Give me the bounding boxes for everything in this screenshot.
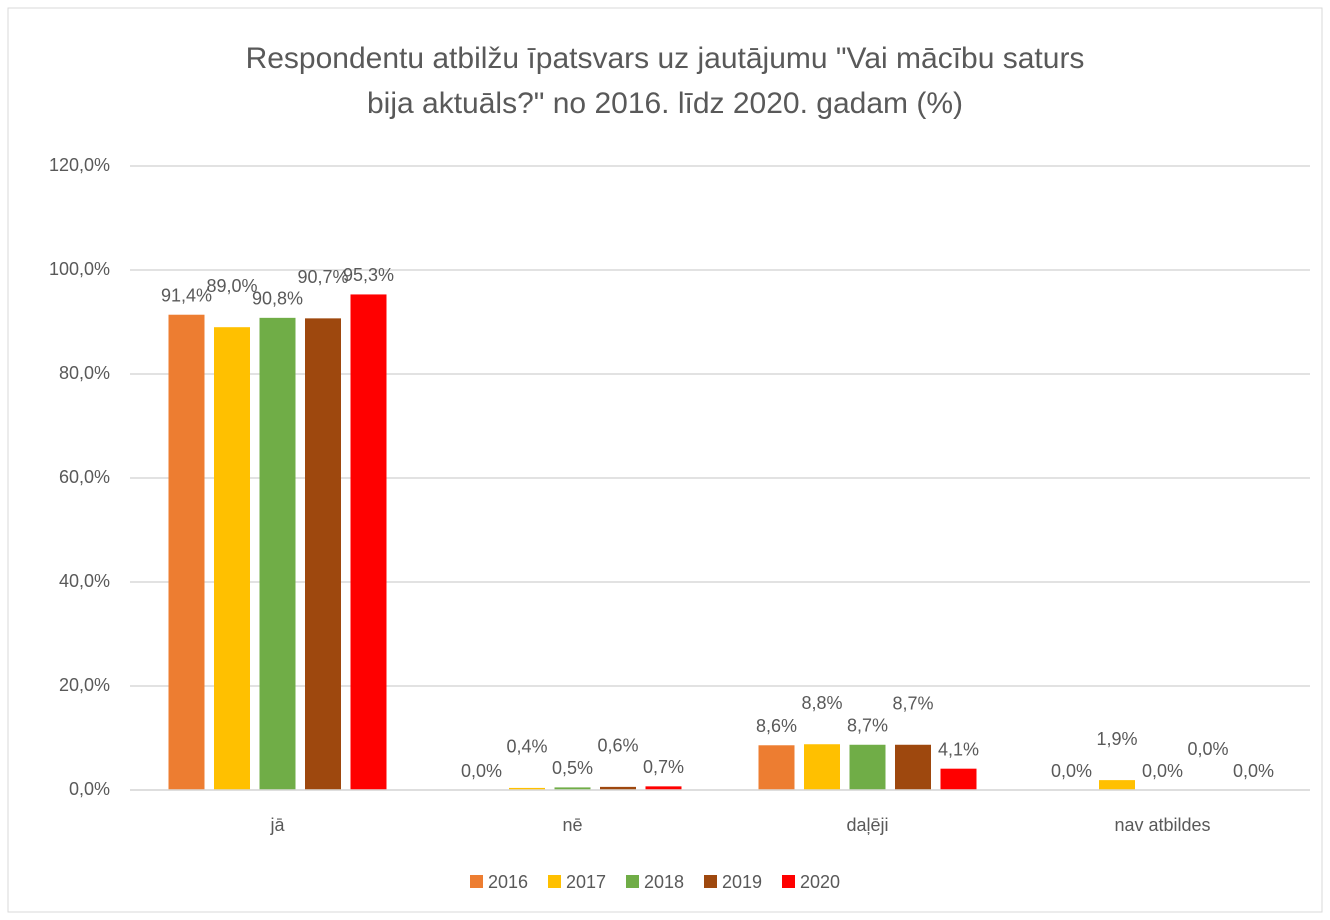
data-label: 8,7% (892, 694, 933, 714)
bar (1099, 780, 1135, 790)
data-label: 0,7% (643, 757, 684, 777)
x-tick-label: jā (269, 815, 285, 835)
y-tick-label: 60,0% (59, 467, 110, 487)
data-label: 0,0% (1051, 761, 1092, 781)
bar (895, 744, 931, 790)
data-label: 0,0% (461, 761, 502, 781)
legend-swatch (704, 875, 717, 888)
data-label: 8,6% (756, 716, 797, 736)
bar (350, 294, 387, 790)
bar (509, 787, 545, 790)
data-label: 0,0% (1233, 761, 1274, 781)
bar (940, 768, 977, 790)
data-label: 0,6% (597, 736, 638, 756)
data-label: 0,4% (506, 737, 547, 757)
x-tick-label: nav atbildes (1114, 815, 1210, 835)
x-tick-label: nē (562, 815, 582, 835)
bar (168, 314, 205, 790)
x-tick-label: daļēji (846, 815, 888, 835)
data-label: 0,5% (552, 758, 593, 778)
legend-swatch (782, 875, 795, 888)
bar (645, 786, 682, 790)
chart-title: Respondentu atbilžu īpatsvars uz jautāju… (246, 42, 1085, 75)
chart-title: bija aktuāls?" no 2016. līdz 2020. gadam… (367, 87, 963, 120)
data-label: 4,1% (938, 739, 979, 759)
data-label: 90,7% (297, 267, 348, 287)
legend-swatch (626, 875, 639, 888)
data-label: 91,4% (161, 285, 212, 305)
legend-swatch (548, 875, 561, 888)
data-label: 89,0% (206, 276, 257, 296)
bar (554, 787, 591, 790)
data-label: 1,9% (1096, 729, 1137, 749)
data-label: 8,7% (847, 716, 888, 736)
legend-label: 2016 (488, 872, 528, 892)
data-label: 0,0% (1187, 739, 1228, 759)
legend-swatch (470, 875, 483, 888)
y-tick-label: 120,0% (49, 155, 110, 175)
data-label: 95,3% (343, 265, 394, 285)
bar (259, 317, 296, 790)
data-label: 8,8% (801, 693, 842, 713)
y-tick-label: 0,0% (69, 779, 110, 799)
y-tick-label: 20,0% (59, 675, 110, 695)
bar (758, 745, 795, 790)
legend-label: 2017 (566, 872, 606, 892)
bar (305, 318, 341, 790)
data-label: 90,8% (252, 289, 303, 309)
legend-label: 2018 (644, 872, 684, 892)
legend-label: 2020 (800, 872, 840, 892)
y-tick-label: 80,0% (59, 363, 110, 383)
y-tick-label: 100,0% (49, 259, 110, 279)
bar (849, 744, 886, 790)
legend-label: 2019 (722, 872, 762, 892)
bar (804, 744, 840, 790)
bar (600, 786, 636, 790)
data-label: 0,0% (1142, 761, 1183, 781)
y-tick-label: 40,0% (59, 571, 110, 591)
bar (214, 327, 250, 790)
